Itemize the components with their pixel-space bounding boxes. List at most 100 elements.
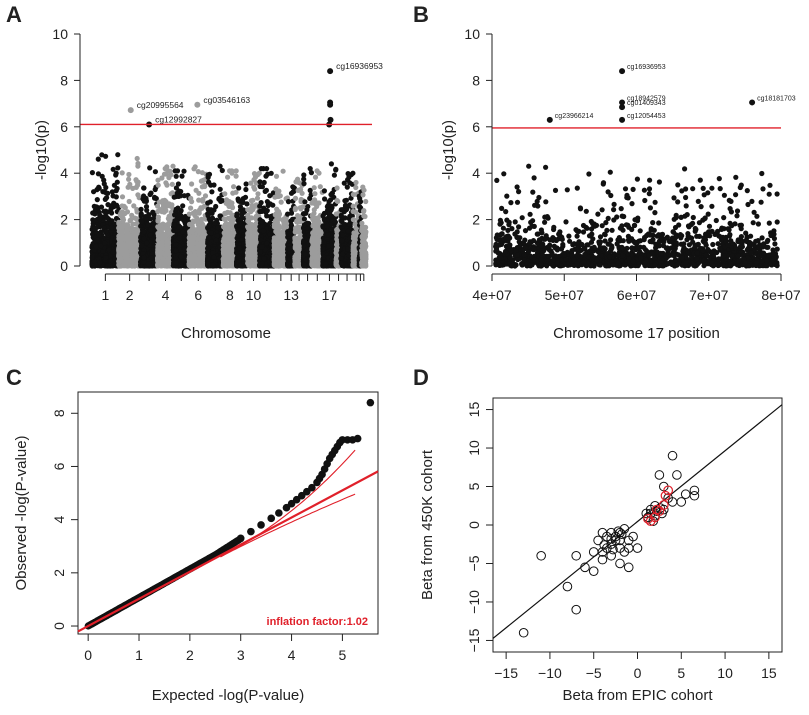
data-point bbox=[171, 222, 177, 228]
data-point bbox=[213, 237, 219, 243]
data-point bbox=[217, 163, 223, 169]
data-point bbox=[109, 218, 115, 224]
data-point bbox=[217, 186, 223, 192]
data-point bbox=[194, 245, 200, 251]
data-point bbox=[89, 254, 95, 261]
data-point bbox=[180, 229, 186, 235]
data-point bbox=[148, 190, 154, 196]
data-point bbox=[110, 249, 116, 255]
data-point bbox=[213, 203, 219, 210]
data-point bbox=[128, 217, 134, 223]
data-point bbox=[113, 194, 119, 200]
data-point bbox=[206, 234, 212, 241]
data-point bbox=[187, 229, 193, 235]
data-point bbox=[113, 172, 119, 178]
data-point bbox=[119, 170, 125, 176]
data-point bbox=[163, 199, 169, 205]
data-point bbox=[195, 169, 201, 175]
data-point bbox=[138, 212, 144, 218]
data-point bbox=[92, 211, 98, 217]
data-point bbox=[103, 228, 109, 234]
data-point bbox=[100, 248, 106, 254]
data-point bbox=[169, 181, 175, 187]
data-point bbox=[139, 219, 145, 225]
data-point bbox=[157, 222, 164, 228]
data-point bbox=[165, 228, 171, 234]
data-point bbox=[208, 207, 214, 213]
data-point bbox=[205, 172, 211, 178]
data-point bbox=[188, 205, 194, 211]
data-point bbox=[95, 171, 101, 177]
data-point bbox=[164, 182, 170, 188]
data-point bbox=[138, 206, 144, 212]
data-point bbox=[102, 240, 108, 246]
data-point bbox=[130, 185, 136, 191]
data-point bbox=[119, 203, 125, 209]
data-point bbox=[104, 215, 110, 221]
data-point bbox=[97, 260, 103, 266]
data-point bbox=[127, 181, 133, 187]
data-point bbox=[92, 226, 98, 232]
data-point bbox=[176, 235, 183, 241]
data-point bbox=[105, 263, 111, 269]
data-point bbox=[147, 165, 153, 171]
data-point bbox=[105, 190, 111, 196]
data-point bbox=[139, 242, 145, 249]
data-point bbox=[162, 166, 168, 172]
data-point bbox=[199, 224, 205, 230]
data-point bbox=[208, 182, 214, 188]
data-point bbox=[205, 245, 211, 251]
data-point bbox=[152, 195, 158, 201]
data-point bbox=[209, 215, 216, 221]
data-point bbox=[173, 255, 179, 261]
data-point bbox=[93, 243, 99, 250]
panel-a-manhattan: cg20995564cg12992827cg03546163cg16936953… bbox=[33, 26, 383, 342]
data-point bbox=[177, 211, 183, 217]
data-point bbox=[155, 182, 161, 188]
data-point bbox=[127, 257, 133, 264]
data-point bbox=[198, 178, 204, 184]
data-point bbox=[160, 235, 166, 242]
data-point bbox=[148, 255, 154, 261]
data-point bbox=[209, 189, 215, 195]
data-point bbox=[192, 255, 198, 261]
data-point bbox=[135, 192, 141, 198]
data-point bbox=[117, 212, 123, 218]
data-point bbox=[134, 155, 140, 162]
data-point bbox=[206, 223, 212, 229]
data-point bbox=[126, 176, 132, 182]
data-point bbox=[119, 235, 125, 241]
data-point bbox=[194, 215, 200, 221]
data-point bbox=[117, 254, 123, 260]
panel-letter-c: C bbox=[6, 365, 22, 390]
data-point bbox=[110, 166, 116, 172]
data-point bbox=[103, 184, 109, 191]
panel-letter-d: D bbox=[413, 365, 429, 390]
data-point bbox=[200, 196, 206, 203]
data-point bbox=[211, 254, 217, 260]
data-point bbox=[172, 212, 178, 218]
panel-letter-b: B bbox=[413, 2, 429, 27]
data-point bbox=[132, 257, 138, 263]
data-point bbox=[104, 195, 110, 201]
data-point bbox=[155, 217, 161, 223]
data-point bbox=[147, 232, 153, 238]
data-point bbox=[205, 261, 211, 267]
data-point bbox=[98, 243, 104, 249]
data-point bbox=[144, 240, 150, 246]
data-point bbox=[175, 181, 181, 187]
data-point bbox=[187, 236, 193, 242]
data-point bbox=[155, 246, 161, 252]
data-point bbox=[181, 168, 187, 174]
data-point bbox=[126, 171, 132, 178]
data-point bbox=[91, 258, 97, 264]
data-point bbox=[179, 173, 185, 179]
data-point bbox=[150, 209, 156, 215]
data-point bbox=[178, 262, 184, 268]
data-point bbox=[130, 247, 136, 253]
data-point bbox=[210, 262, 216, 268]
data-point bbox=[109, 224, 115, 230]
data-point bbox=[119, 194, 126, 200]
data-point bbox=[99, 152, 105, 158]
data-point bbox=[164, 241, 171, 247]
